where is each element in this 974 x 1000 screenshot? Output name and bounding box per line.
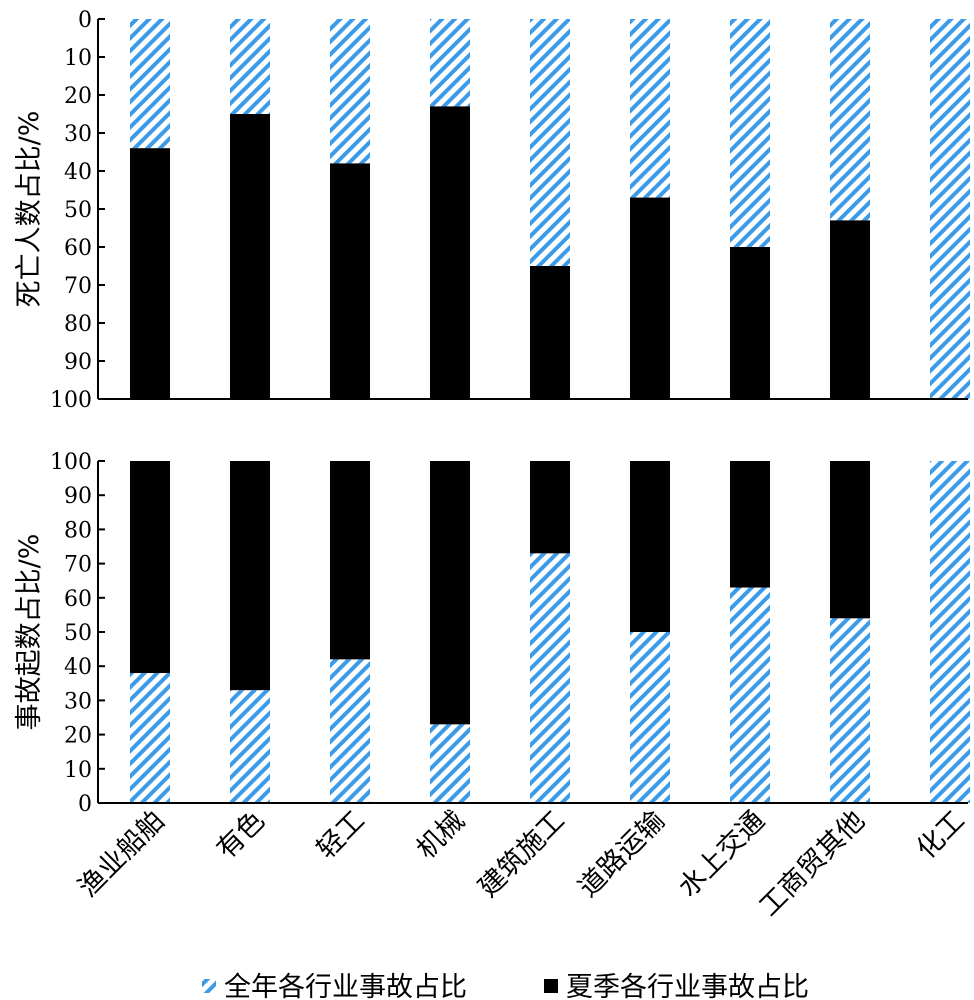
x-tick-label: 工商贸其他: [754, 805, 871, 922]
bar-summer-accident-0: [130, 461, 170, 674]
bar-summer-death-2: [330, 163, 370, 399]
y-tick-label: 40: [64, 655, 92, 680]
bar-annual-death-3: [430, 19, 470, 107]
x-tick-label: 水上交通: [673, 805, 771, 903]
legend-label-annual: 全年各行业事故占比: [224, 972, 467, 1000]
bar-annual-death-6: [730, 19, 770, 247]
bar-summer-accident-4: [530, 461, 570, 554]
x-tick-label: 道路运输: [573, 805, 671, 903]
bar-annual-accident-8: [930, 461, 970, 803]
bar-annual-accident-0: [130, 673, 170, 803]
y-tick-label: 10: [64, 46, 92, 71]
y-tick-label: 30: [64, 689, 92, 714]
y-tick-label: 50: [64, 198, 92, 223]
bar-annual-accident-5: [630, 632, 670, 803]
bar-annual-accident-3: [430, 724, 470, 803]
bar-summer-death-7: [830, 220, 870, 399]
legend-swatch-annual: [202, 979, 216, 993]
bar-annual-accident-2: [330, 659, 370, 803]
y-tick-label: 100: [50, 388, 92, 413]
x-tick-label: 建筑施工: [473, 805, 571, 903]
bar-annual-accident-7: [830, 618, 870, 803]
y-tick-label: 80: [64, 518, 92, 543]
bar-summer-accident-7: [830, 461, 870, 619]
bar-summer-accident-1: [230, 461, 270, 691]
bar-annual-death-2: [330, 19, 370, 164]
y-tick-label: 90: [64, 484, 92, 509]
bar-annual-death-4: [530, 19, 570, 266]
x-tick-label: 化工: [911, 805, 971, 865]
bar-summer-death-1: [230, 114, 270, 399]
y-tick-label: 80: [64, 312, 92, 337]
bar-annual-accident-1: [230, 690, 270, 803]
x-tick-label: 轻工: [311, 805, 371, 865]
bar-summer-death-5: [630, 197, 670, 399]
y-tick-label: 90: [64, 350, 92, 375]
bar-summer-death-3: [430, 106, 470, 400]
bar-summer-accident-3: [430, 461, 470, 725]
y-tick-label: 100: [50, 450, 92, 475]
y-tick-label: 0: [78, 792, 92, 817]
x-tick-label: 渔业船舶: [73, 805, 171, 903]
bar-annual-death-5: [630, 19, 670, 198]
y-tick-label: 20: [64, 724, 92, 749]
panel-accident-ratio: 0 10 20 30 40 50 60 70 80 90 100 事故起数占比/%: [14, 450, 970, 817]
bar-annual-accident-4: [530, 553, 570, 803]
bar-summer-accident-6: [730, 461, 770, 588]
y-tick-label: 50: [64, 621, 92, 646]
bar-annual-death-0: [130, 19, 170, 149]
y-tick-label: 70: [64, 553, 92, 578]
x-tick-label: 机械: [411, 805, 471, 865]
bar-annual-accident-6: [730, 587, 770, 803]
y-tick-label: 60: [64, 236, 92, 261]
bar-summer-death-6: [730, 247, 770, 399]
bar-summer-accident-5: [630, 461, 670, 632]
y-tick-label: 30: [64, 122, 92, 147]
y-tick-label: 60: [64, 587, 92, 612]
panel-death-ratio: 0 10 20 30 40 50 60 70 80 90 100 死亡人数占比/%: [14, 8, 970, 413]
x-tick-label: 有色: [211, 805, 271, 865]
bar-summer-death-4: [530, 266, 570, 399]
y-tick-label: 70: [64, 274, 92, 299]
bar-summer-death-0: [130, 148, 170, 399]
bar-annual-death-8: [930, 19, 970, 399]
y-tick-label: 20: [64, 84, 92, 109]
y-tick-label: 40: [64, 160, 92, 185]
bar-annual-death-7: [830, 19, 870, 221]
bar-annual-death-1: [230, 19, 270, 114]
legend-label-summer: 夏季各行业事故占比: [566, 972, 809, 1000]
legend: 全年各行业事故占比 夏季各行业事故占比: [202, 972, 809, 1000]
y-tick-label: 0: [78, 8, 92, 33]
bar-summer-accident-2: [330, 461, 370, 660]
y-tick-label: 10: [64, 758, 92, 783]
y-axis-label: 死亡人数占比/%: [14, 111, 45, 308]
legend-swatch-summer: [544, 979, 558, 993]
y-axis-label: 事故起数占比/%: [14, 534, 45, 731]
